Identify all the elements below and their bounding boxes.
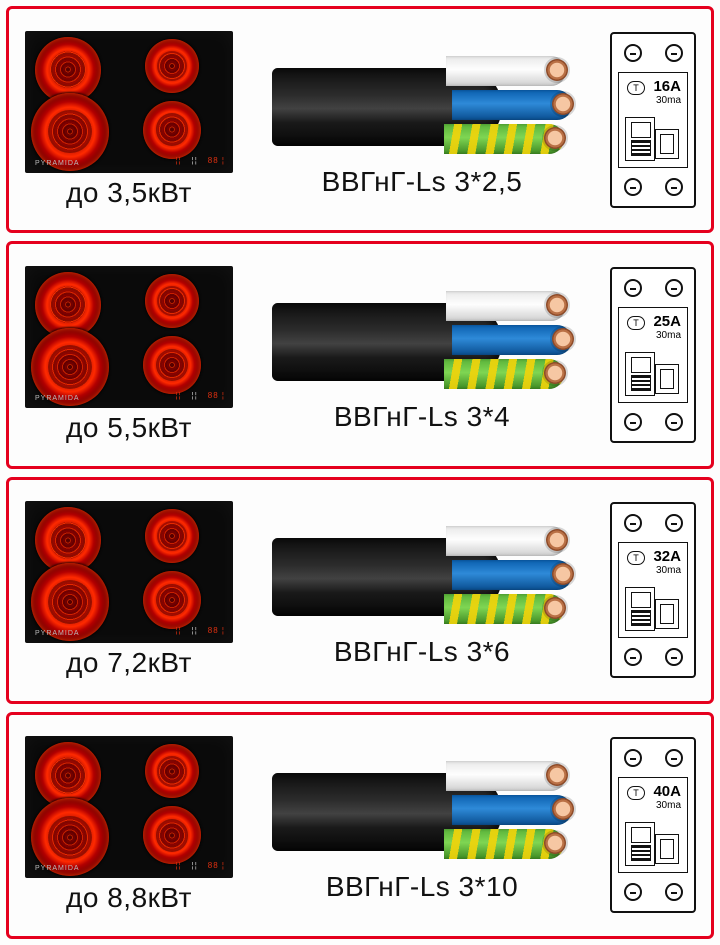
breaker-test-button: T <box>627 316 645 330</box>
breaker-test-button: T <box>627 786 645 800</box>
cable-icon <box>272 277 572 397</box>
cable-label: ВВГнГ-Ls 3*4 <box>334 401 510 433</box>
breaker-rating: 40A 30ma <box>653 784 681 811</box>
row-3: PYRAMIDA ¦¦ ¦¦ 88 ¦ до 8,8кВт ВВГнГ-Ls 3… <box>6 712 714 939</box>
breaker-col: T 32A 30ma <box>605 502 701 678</box>
cable-label: ВВГнГ-Ls 3*10 <box>326 871 518 903</box>
breaker-button <box>655 129 679 159</box>
breaker-col: T 40A 30ma <box>605 737 701 913</box>
cooktop-icon: PYRAMIDA ¦¦ ¦¦ 88 ¦ <box>25 31 233 173</box>
cooktop-col: PYRAMIDA ¦¦ ¦¦ 88 ¦ до 5,5кВт <box>19 266 239 444</box>
cooktop-controls: ¦¦ ¦¦ 88 ¦ <box>175 391 225 400</box>
cooktop-brand: PYRAMIDA <box>35 160 80 167</box>
cooktop-controls: ¦¦ ¦¦ 88 ¦ <box>175 156 225 165</box>
infographic-container: PYRAMIDA ¦¦ ¦¦ 88 ¦ до 3,5кВт ВВГнГ-Ls 3… <box>0 0 720 945</box>
breaker-toggle <box>625 587 655 631</box>
power-label: до 7,2кВт <box>66 647 192 679</box>
breaker-toggle <box>625 352 655 396</box>
cable-label: ВВГнГ-Ls 3*6 <box>334 636 510 668</box>
cooktop-brand: PYRAMIDA <box>35 865 80 872</box>
cooktop-icon: PYRAMIDA ¦¦ ¦¦ 88 ¦ <box>25 736 233 878</box>
cable-icon <box>272 42 572 162</box>
cooktop-col: PYRAMIDA ¦¦ ¦¦ 88 ¦ до 3,5кВт <box>19 31 239 209</box>
breaker-button <box>655 834 679 864</box>
cooktop-col: PYRAMIDA ¦¦ ¦¦ 88 ¦ до 8,8кВт <box>19 736 239 914</box>
cooktop-icon: PYRAMIDA ¦¦ ¦¦ 88 ¦ <box>25 501 233 643</box>
cable-icon <box>272 512 572 632</box>
cooktop-brand: PYRAMIDA <box>35 395 80 402</box>
cable-col: ВВГнГ-Ls 3*4 <box>251 277 593 433</box>
breaker-toggle <box>625 117 655 161</box>
cable-col: ВВГнГ-Ls 3*10 <box>251 747 593 903</box>
cooktop-col: PYRAMIDA ¦¦ ¦¦ 88 ¦ до 7,2кВт <box>19 501 239 679</box>
cooktop-controls: ¦¦ ¦¦ 88 ¦ <box>175 861 225 870</box>
cable-col: ВВГнГ-Ls 3*6 <box>251 512 593 668</box>
breaker-button <box>655 364 679 394</box>
breaker-icon: T 16A 30ma <box>610 32 696 208</box>
breaker-rating: 32A 30ma <box>653 549 681 576</box>
breaker-icon: T 40A 30ma <box>610 737 696 913</box>
power-label: до 3,5кВт <box>66 177 192 209</box>
breaker-rating: 16A 30ma <box>653 79 681 106</box>
cooktop-brand: PYRAMIDA <box>35 630 80 637</box>
row-2: PYRAMIDA ¦¦ ¦¦ 88 ¦ до 7,2кВт ВВГнГ-Ls 3… <box>6 477 714 704</box>
breaker-toggle <box>625 822 655 866</box>
breaker-col: T 25A 30ma <box>605 267 701 443</box>
cable-icon <box>272 747 572 867</box>
cooktop-controls: ¦¦ ¦¦ 88 ¦ <box>175 626 225 635</box>
power-label: до 8,8кВт <box>66 882 192 914</box>
breaker-rating: 25A 30ma <box>653 314 681 341</box>
breaker-icon: T 32A 30ma <box>610 502 696 678</box>
breaker-button <box>655 599 679 629</box>
breaker-icon: T 25A 30ma <box>610 267 696 443</box>
cable-label: ВВГнГ-Ls 3*2,5 <box>322 166 523 198</box>
breaker-test-button: T <box>627 551 645 565</box>
breaker-test-button: T <box>627 81 645 95</box>
row-1: PYRAMIDA ¦¦ ¦¦ 88 ¦ до 5,5кВт ВВГнГ-Ls 3… <box>6 241 714 468</box>
cable-col: ВВГнГ-Ls 3*2,5 <box>251 42 593 198</box>
row-0: PYRAMIDA ¦¦ ¦¦ 88 ¦ до 3,5кВт ВВГнГ-Ls 3… <box>6 6 714 233</box>
power-label: до 5,5кВт <box>66 412 192 444</box>
cooktop-icon: PYRAMIDA ¦¦ ¦¦ 88 ¦ <box>25 266 233 408</box>
breaker-col: T 16A 30ma <box>605 32 701 208</box>
